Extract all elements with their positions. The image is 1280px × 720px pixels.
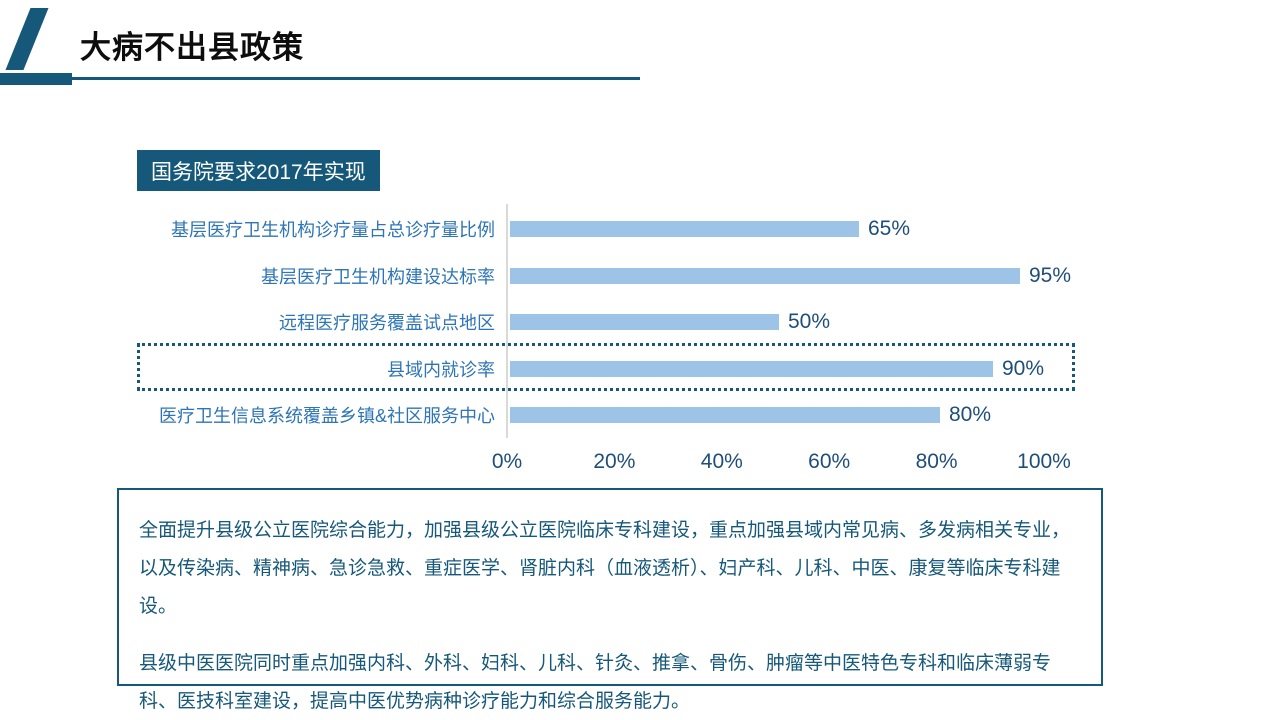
category-label: 基层医疗卫生机构建设达标率 (261, 266, 495, 287)
highlight-dotted-box (137, 343, 1075, 391)
category-label: 远程医疗服务覆盖试点地区 (279, 313, 495, 333)
page-title: 大病不出县政策 (80, 30, 304, 65)
bar (510, 267, 1020, 284)
policy-text-box: 全面提升县级公立医院综合能力，加强县级公立医院临床专科建设，重点加强县域内常见病… (117, 488, 1103, 712)
x-axis-tick-label: 20% (593, 450, 636, 473)
title-underline (72, 77, 640, 80)
value-label: 65% (868, 217, 911, 240)
category-label: 基层医疗卫生机构诊疗量占总诊疗量比例 (171, 220, 495, 240)
category-label: 医疗卫生信息系统覆盖乡镇&社区服务中心 (158, 406, 495, 426)
bar (510, 314, 779, 330)
bar (510, 360, 993, 377)
bar (510, 407, 940, 423)
title-underline-accent (0, 73, 72, 85)
x-axis-tick-label: 60% (808, 450, 851, 473)
value-label: 50% (788, 310, 831, 333)
policy-paragraph-2: 县级中医医院同时重点加强内科、外科、妇科、儿科、针灸、推拿、骨伤、肿瘤等中医特色… (139, 653, 1052, 712)
chart-row: 远程医疗服务覆盖试点地区 50% (0, 299, 1280, 345)
policy-paragraph-1: 全面提升县级公立医院综合能力，加强县级公立医院临床专科建设，重点加强县域内常见病… (139, 520, 1071, 617)
bar (510, 221, 859, 237)
value-label: 80% (949, 403, 992, 426)
chart-row: 县域内就诊率 90% (0, 346, 1280, 392)
value-label: 90% (1002, 356, 1045, 380)
value-label: 95% (1029, 263, 1072, 287)
chart-row: 医疗卫生信息系统覆盖乡镇&社区服务中心 80% (0, 392, 1280, 438)
y-axis-line (506, 204, 508, 438)
category-label: 县域内就诊率 (387, 359, 495, 380)
chart-row: 基层医疗卫生机构建设达标率 95% (0, 253, 1280, 299)
x-axis-tick-label: 80% (915, 450, 958, 473)
title-parallelogram-icon (5, 8, 49, 70)
x-axis-tick-label: 100% (1017, 450, 1071, 473)
x-axis-tick-label: 0% (491, 450, 523, 473)
chart-header-badge: 国务院要求2017年实现 (137, 150, 380, 191)
chart-row: 基层医疗卫生机构诊疗量占总诊疗量比例 65% (0, 206, 1280, 252)
x-axis-tick-label: 40% (700, 450, 743, 473)
